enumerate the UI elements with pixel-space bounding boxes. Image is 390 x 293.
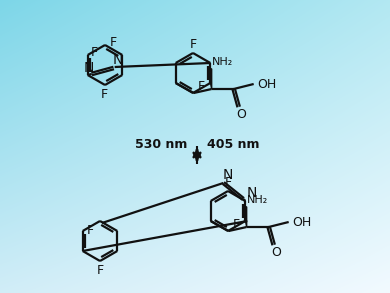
Text: F: F xyxy=(224,176,232,188)
Text: N: N xyxy=(83,61,94,75)
Text: F: F xyxy=(87,224,94,236)
Polygon shape xyxy=(208,69,212,89)
Text: N: N xyxy=(246,186,257,200)
Text: F: F xyxy=(110,37,117,50)
Text: F: F xyxy=(190,38,197,50)
Text: NH₂: NH₂ xyxy=(247,195,268,205)
Text: F: F xyxy=(198,81,205,93)
Text: 405 nm: 405 nm xyxy=(207,139,259,151)
Text: F: F xyxy=(91,47,98,59)
Text: OH: OH xyxy=(292,215,311,229)
Text: F: F xyxy=(233,219,240,231)
Text: NH₂: NH₂ xyxy=(212,57,233,67)
Text: O: O xyxy=(272,246,282,258)
Text: F: F xyxy=(101,88,108,100)
Text: 530 nm: 530 nm xyxy=(135,139,187,151)
Text: F: F xyxy=(96,263,104,277)
Text: O: O xyxy=(237,108,246,120)
Text: N: N xyxy=(112,53,123,67)
Text: OH: OH xyxy=(257,78,276,91)
Text: N: N xyxy=(222,168,232,182)
Polygon shape xyxy=(243,207,247,227)
